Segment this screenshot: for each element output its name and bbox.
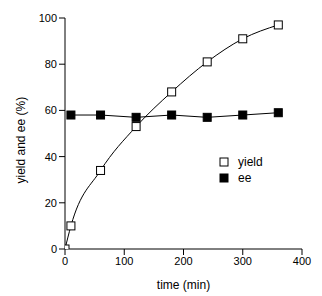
svg-text:0: 0 [51,243,57,255]
svg-text:60: 60 [45,104,57,116]
svg-text:80: 80 [45,58,57,70]
svg-text:40: 40 [45,151,57,163]
svg-text:20: 20 [45,197,57,209]
svg-text:time (min): time (min) [157,278,210,292]
svg-text:0: 0 [62,255,68,267]
html-text:yield: yield [238,155,263,169]
svg-text:400: 400 [293,255,311,267]
svg-text:yield and ee (%): yield and ee (%) [14,97,28,184]
html-text:ee: ee [238,171,252,185]
svg-text:200: 200 [174,255,192,267]
svg-text:100: 100 [115,255,133,267]
svg-text:100: 100 [39,12,57,24]
svg-text:300: 300 [234,255,252,267]
